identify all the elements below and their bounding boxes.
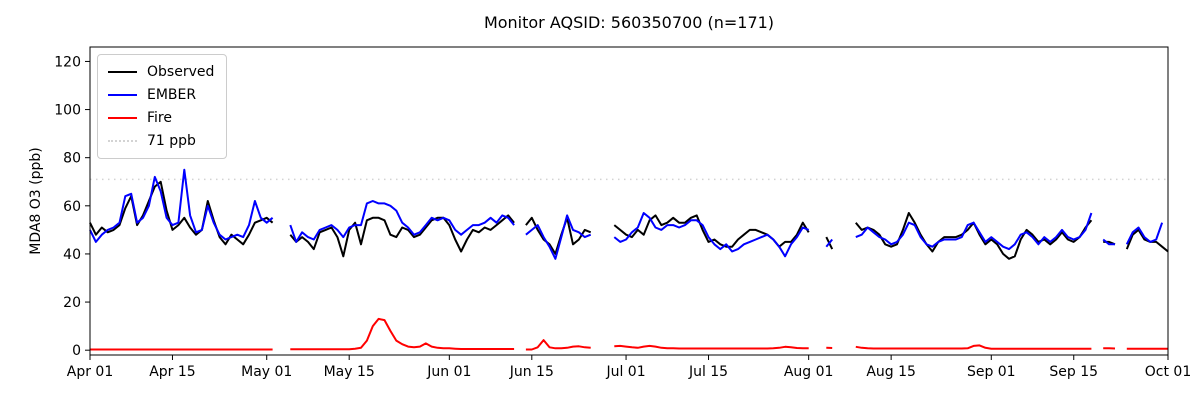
y-tick-label: 100 bbox=[54, 103, 81, 119]
series-ember-line bbox=[89, 168, 1164, 260]
legend-item-observed: Observed bbox=[108, 64, 214, 80]
ember-line-sample bbox=[108, 94, 137, 97]
legend-label-ember: EMBER bbox=[147, 87, 197, 104]
legend-item-threshold: 71 ppb bbox=[108, 133, 214, 149]
legend-label-threshold: 71 ppb bbox=[147, 133, 196, 150]
x-tick-label: Jul 15 bbox=[688, 364, 728, 380]
x-tick-label: Jun 15 bbox=[509, 364, 554, 380]
y-tick-label: 120 bbox=[54, 54, 81, 70]
threshold-line-sample bbox=[108, 140, 137, 143]
axes-frame bbox=[89, 46, 1169, 356]
x-tick-label: Jun 01 bbox=[426, 364, 471, 380]
legend-label-fire: Fire bbox=[147, 110, 172, 127]
chart-title: Monitor AQSID: 560350700 (n=171) bbox=[483, 13, 775, 32]
x-tick-label: Jul 01 bbox=[605, 364, 645, 380]
series-fire-line bbox=[90, 317, 1168, 351]
x-tick-label: Sep 01 bbox=[967, 364, 1016, 380]
y-tick-label: 80 bbox=[63, 151, 81, 167]
legend-item-ember: EMBER bbox=[108, 87, 214, 103]
y-tick-label: 60 bbox=[63, 199, 81, 215]
x-tick-label: Apr 01 bbox=[67, 364, 113, 380]
x-tick-label: May 01 bbox=[241, 364, 292, 380]
legend-box: Observed EMBER Fire 71 ppb bbox=[97, 54, 228, 160]
y-tick-label: 0 bbox=[72, 343, 81, 359]
x-tick-label: Oct 01 bbox=[1145, 364, 1191, 380]
y-tick-label: 40 bbox=[63, 247, 81, 263]
x-tick-label: May 15 bbox=[324, 364, 375, 380]
x-tick-label: Aug 15 bbox=[866, 364, 916, 380]
legend-label-observed: Observed bbox=[147, 64, 215, 80]
legend-item-fire: Fire bbox=[108, 110, 214, 126]
fire-line-sample bbox=[108, 117, 137, 120]
observed-line-sample bbox=[108, 71, 137, 74]
x-tick-label: Apr 15 bbox=[149, 364, 195, 380]
x-tick-label: Aug 01 bbox=[784, 364, 834, 380]
y-tick-label: 20 bbox=[63, 295, 81, 311]
x-tick-label: Sep 15 bbox=[1049, 364, 1098, 380]
